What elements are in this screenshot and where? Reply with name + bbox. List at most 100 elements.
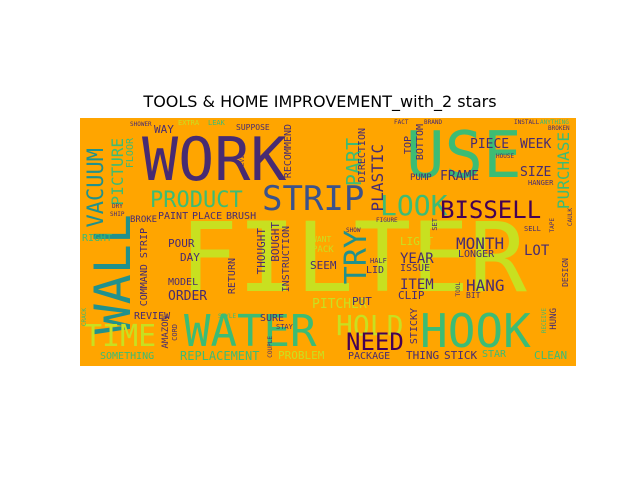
word-receive: RECEIVE (541, 308, 548, 334)
word-something: SOMETHING (100, 351, 155, 362)
word-piece: PIECE (470, 137, 510, 152)
word-vacuum: VACUUM (84, 148, 109, 228)
word-thought: THOUGHT (255, 228, 268, 275)
word-instruction: INSTRUCTION (281, 226, 292, 293)
word-frame: FRAME (440, 169, 480, 184)
word-device: DEVICE (239, 148, 246, 170)
word-amazon: AMAZON (161, 316, 171, 349)
word-half: HALF (370, 257, 387, 265)
word-lot: LOT (524, 243, 550, 259)
word-place: PLACE (192, 211, 223, 222)
word-fact: FACT (394, 119, 409, 126)
word-bit: BIT (466, 291, 481, 300)
word-couple: COUPLE (267, 336, 274, 358)
word-pour: POUR (168, 237, 195, 250)
word-want: WANT (312, 235, 332, 244)
word-hung: HUNG (549, 308, 559, 330)
word-sell: SELL (524, 225, 541, 233)
word-sure: SURE (260, 313, 285, 324)
word-hold: HOLD (336, 309, 404, 342)
word-bottom: BOTTOM (415, 124, 426, 161)
word-cloud: WORK USE FILTER WALL WATER HOOK STRIP PR… (80, 118, 576, 366)
word-broke: BROKE (130, 215, 158, 225)
word-paint: PAINT (158, 211, 189, 222)
word-thing: THING (406, 349, 440, 362)
word-model: MODEL (168, 277, 199, 288)
word-brand: BRAND (424, 119, 443, 126)
word-command-strip: COMMAND STRIP (139, 228, 150, 307)
word-right: RIGHT (82, 233, 113, 244)
word-figure: FIGURE (376, 217, 398, 224)
word-house: HOUSE (496, 153, 515, 160)
word-hang: HANG (466, 276, 505, 295)
word-extra: EXTRA (178, 119, 200, 127)
word-stay: STAY (276, 323, 293, 331)
word-set: SET (431, 218, 439, 231)
word-order: ORDER (168, 289, 208, 304)
word-purchase: PURCHASE (554, 132, 573, 210)
word-crack: CRACK (81, 308, 88, 327)
word-suppose: SUPPOSE (236, 123, 270, 132)
word-sticky: STICKY (409, 308, 420, 345)
word-need: NEED (346, 328, 404, 356)
word-longer: LONGER (458, 249, 495, 260)
word-pitcher: PITCHER (312, 297, 367, 312)
word-design: DESIGN (561, 258, 570, 287)
word-pack: PACK (312, 245, 334, 255)
word-seem: SEEM (310, 259, 337, 272)
word-lid: LID (366, 265, 385, 276)
word-floor: FLOOR (125, 138, 136, 169)
word-pump: PUMP (410, 173, 432, 183)
word-return: RETURN (227, 258, 238, 295)
word-picture: PICTURE (108, 138, 127, 206)
word-ship: SHIP (110, 211, 125, 218)
word-strip: STRIP (262, 179, 365, 219)
word-use: USE (406, 119, 522, 193)
word-dry: DRY (112, 203, 123, 210)
word-clean: CLEAN (534, 349, 568, 362)
word-caulk: CAULK (567, 208, 574, 227)
word-hook: HOOK (420, 304, 531, 358)
word-work: WORK (142, 125, 287, 195)
word-stick: STICK (444, 349, 478, 362)
word-month: MONTH (456, 234, 505, 253)
word-problem: PROBLEM (278, 349, 325, 362)
word-brush: BRUSH (226, 211, 257, 222)
word-style: STYLE (218, 313, 237, 320)
word-hanger: HANGER (528, 179, 554, 187)
word-filter: FILTER (180, 202, 527, 314)
word-way: WAY (154, 123, 174, 136)
word-day: DAY (180, 251, 200, 264)
word-bissell: BISSELL (440, 196, 542, 224)
word-product: PRODUCT (150, 188, 243, 213)
word-item: ITEM (400, 277, 434, 293)
word-clip: CLIP (398, 289, 425, 302)
word-put: PUT (352, 295, 372, 308)
figure-title: TOOLS & HOME IMPROVEMENT_with_2 stars (143, 92, 497, 111)
word-water: WATER (184, 306, 317, 357)
word-show: SHOW (346, 227, 361, 234)
word-top: TOP (403, 136, 414, 155)
word-package: PACKAGE (348, 351, 391, 362)
word-try: TRY (339, 230, 374, 285)
word-direction: DIRECTION (357, 128, 368, 183)
word-review: REVIEW (134, 311, 171, 322)
word-light: LIGHT (400, 235, 434, 248)
word-replacement: REPLACEMENT (180, 349, 260, 363)
word-broken: BROKEN (548, 125, 570, 132)
word-star: STAR (482, 349, 507, 360)
word-recommend: RECOMMEND (283, 124, 294, 179)
word-size: SIZE (520, 165, 552, 180)
word-leak: LEAK (208, 119, 225, 127)
word-anything: ANYTHING (540, 119, 569, 126)
word-time: TIME (84, 319, 157, 354)
word-bought: BOUGHT (269, 222, 282, 262)
word-issue: ISSUE (400, 263, 431, 274)
word-install: INSTALL (514, 119, 540, 126)
word-tape: TAPE (549, 218, 556, 233)
word-tool: TOOL (455, 282, 462, 297)
word-week: WEEK (520, 137, 552, 152)
word-cord: CORD (171, 324, 179, 341)
word-shower: SHOWER (130, 121, 152, 128)
word-plastic: PLASTIC (368, 144, 387, 212)
